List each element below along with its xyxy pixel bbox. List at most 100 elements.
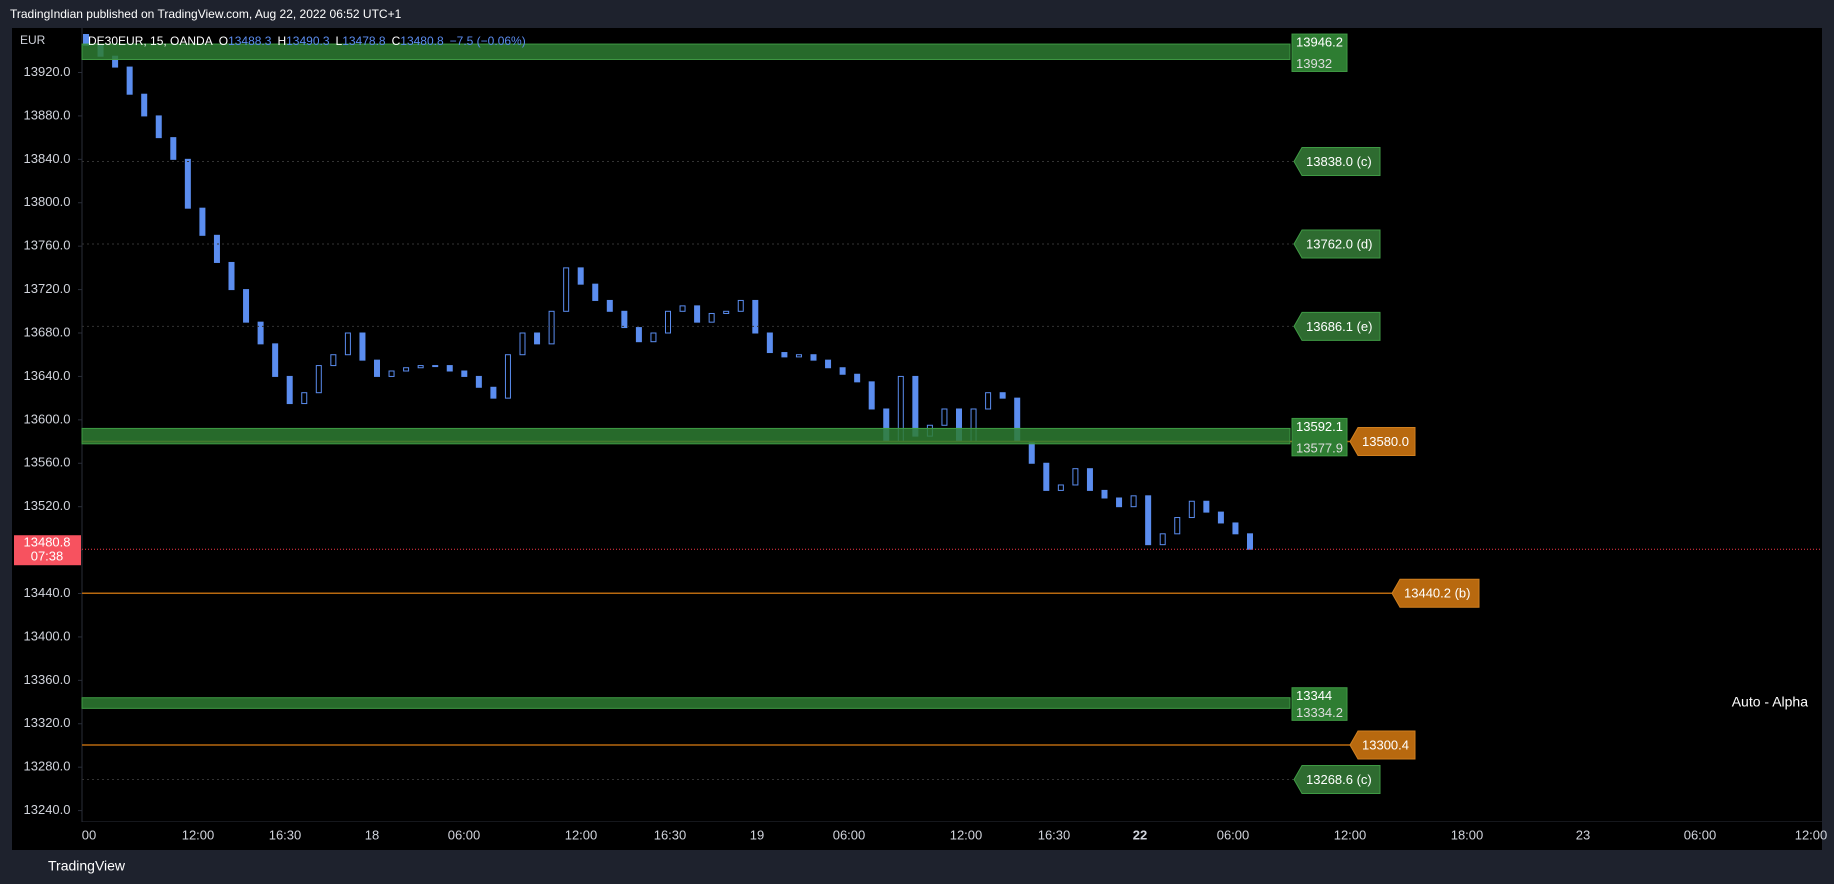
x-tick-label: 22	[1133, 827, 1147, 842]
level-tag	[1293, 229, 1381, 259]
x-tick-label: 06:00	[1217, 827, 1250, 842]
y-tick-label: 13760.0	[24, 238, 71, 253]
candle-body	[577, 267, 584, 285]
candle-body	[868, 381, 875, 410]
zone-top-label: 13592.1	[1296, 419, 1343, 434]
candle-body	[781, 352, 788, 358]
y-tick-label: 13280.0	[24, 759, 71, 774]
y-tick-label: 13600.0	[24, 411, 71, 426]
candle-body	[1188, 500, 1195, 519]
level-tag	[1349, 730, 1416, 760]
candle-body	[679, 305, 686, 312]
level-label: 13580.0	[1362, 434, 1409, 449]
x-tick-label: 18:00	[1451, 827, 1484, 842]
candle-body	[548, 310, 555, 345]
x-tick-label: 16:30	[269, 827, 302, 842]
y-tick-label: 13400.0	[24, 628, 71, 643]
zone-bottom-label: 13932	[1296, 56, 1332, 71]
level-label: 13440.2 (b)	[1404, 586, 1471, 601]
candle-body	[170, 137, 177, 160]
candle-body	[1057, 484, 1064, 491]
candle-body	[184, 158, 191, 209]
candle-body	[1028, 441, 1035, 464]
y-tick-label: 13920.0	[24, 64, 71, 79]
y-tick-label: 13680.0	[24, 324, 71, 339]
plot	[83, 34, 1253, 550]
candle-body	[286, 375, 293, 405]
symbol: DE30EUR, 15, OANDA	[88, 34, 213, 48]
candle-body	[1101, 489, 1108, 499]
candle-body	[1072, 468, 1079, 486]
zone-bottom-label: 13334.2	[1296, 705, 1343, 720]
candle-body	[723, 310, 730, 314]
x-tick-label: 12:00	[950, 827, 983, 842]
zone-top-label: 13946.2	[1296, 35, 1343, 50]
y-tick-label: 13240.0	[24, 802, 71, 817]
zone-tag	[1291, 417, 1348, 457]
candle-body	[519, 332, 526, 356]
candle-body	[1247, 533, 1253, 550]
legend-key: C	[392, 34, 401, 48]
x-tick-label: 06:00	[833, 827, 866, 842]
candle-body	[708, 312, 715, 323]
level-label: 13686.1 (e)	[1306, 319, 1373, 334]
currency: EUR	[20, 33, 46, 47]
candle-body	[374, 359, 380, 377]
candle-body	[795, 354, 802, 358]
zone-tag	[1291, 687, 1348, 721]
candle-body	[941, 408, 948, 426]
candle-body	[344, 332, 351, 356]
candle-body	[257, 321, 264, 345]
candle-body	[635, 327, 642, 343]
x-tick-label: 00	[82, 827, 96, 842]
candle-body	[665, 310, 671, 334]
symbol-legend: DE30EUR, 15, OANDA O13488.3 H13490.3 L13478…	[88, 34, 526, 48]
candle-body	[301, 392, 308, 405]
candle-body	[650, 332, 657, 343]
candle-body	[1130, 495, 1137, 508]
last-price-tag	[14, 535, 81, 566]
legend-key: O	[219, 34, 228, 48]
candle-body	[228, 261, 235, 291]
y-tick-label: 13880.0	[24, 107, 71, 122]
y-tick-label: 13640.0	[24, 368, 71, 383]
time-axis	[12, 822, 1822, 850]
x-tick-label: 12:00	[1334, 827, 1367, 842]
candle-body	[315, 365, 322, 394]
zone	[81, 43, 1291, 60]
publisher: TradingIndian published on TradingView.c…	[10, 7, 402, 21]
level-tag	[1391, 578, 1480, 608]
candle-body	[1203, 500, 1210, 513]
legend-key: H	[277, 34, 286, 48]
zone	[81, 697, 1291, 709]
candle-body	[403, 367, 410, 372]
brand: TradingView	[48, 858, 126, 874]
candle-body	[388, 370, 395, 377]
level-label: 13268.6 (c)	[1306, 772, 1372, 787]
x-tick-label: 18	[365, 827, 379, 842]
candle-body	[1174, 517, 1181, 535]
x-tick-label: 16:30	[654, 827, 687, 842]
x-tick-label: 16:30	[1038, 827, 1071, 842]
candle-body	[272, 343, 279, 377]
x-tick-label: 06:00	[448, 827, 481, 842]
x-tick-label: 12:00	[1795, 827, 1828, 842]
y-tick-label: 13440.0	[24, 585, 71, 600]
x-tick-label: 06:00	[1684, 827, 1717, 842]
x-tick-label: 12:00	[565, 827, 598, 842]
zone-top-label: 13344	[1296, 688, 1332, 703]
candle-body	[1217, 511, 1224, 524]
legend-value: 13480.8	[400, 34, 444, 48]
candle-body	[825, 359, 832, 369]
candle-body	[766, 332, 773, 354]
zone	[81, 427, 1291, 445]
y-tick-label: 13320.0	[24, 715, 71, 730]
candle-body	[243, 289, 250, 323]
candle-body	[694, 305, 701, 323]
level-label: 13838.0 (c)	[1306, 154, 1372, 169]
candle-body	[126, 66, 133, 95]
level-tag	[1293, 311, 1381, 341]
candle-body	[141, 93, 148, 117]
candle-body	[999, 392, 1006, 399]
